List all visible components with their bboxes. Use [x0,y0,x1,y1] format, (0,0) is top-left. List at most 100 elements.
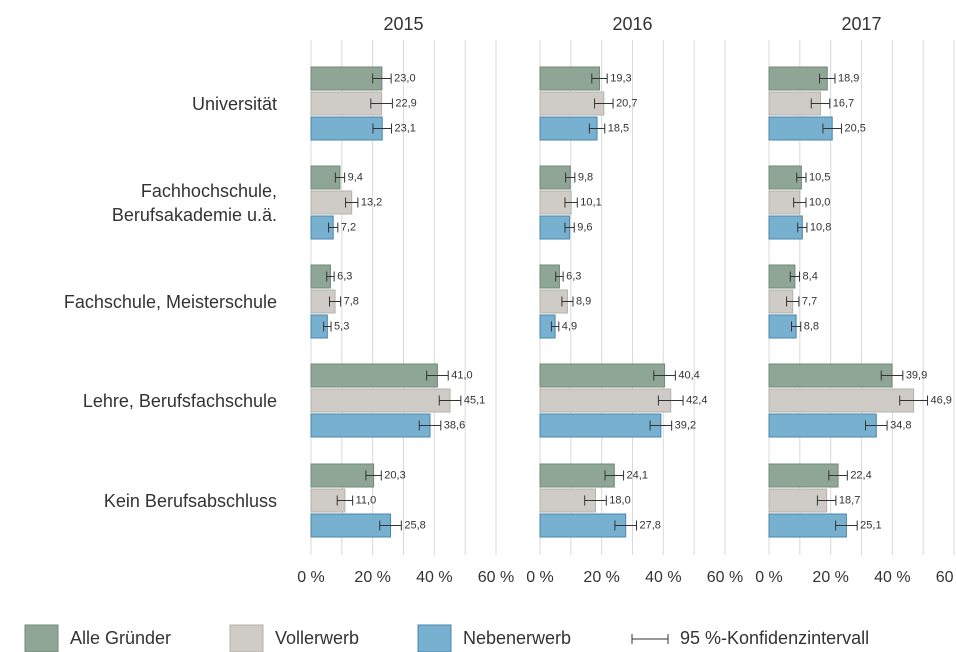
value-label: 24,1 [627,469,648,481]
error-bar [835,520,858,531]
error-bar [561,296,574,307]
bar [310,413,431,438]
bar [768,363,893,388]
value-label: 34,8 [890,419,911,431]
value-label: 8,8 [804,320,819,332]
legend-label: Vollerwerb [275,628,359,648]
bar [310,388,451,413]
value-label: 22,9 [395,97,416,109]
x-tick-label: 20 % [354,569,390,586]
bar [768,388,915,413]
legend-label: Alle Gründer [70,628,171,648]
bar [539,463,615,488]
x-tick-label: 40 % [645,569,681,586]
error-bar [426,370,449,381]
error-bar [791,321,802,332]
error-bar [564,197,578,208]
error-bar [336,495,354,506]
error-bar [810,98,831,109]
legend-label: 95 %-Konfidenzintervall [680,628,869,648]
error-bar [796,172,807,183]
bar [539,388,672,413]
value-label: 39,9 [906,369,927,381]
bar [539,413,662,438]
value-label: 20,3 [384,469,405,481]
error-bar [657,395,684,406]
value-label: 7,7 [802,295,817,307]
x-tick-label: 60 % [707,569,743,586]
error-bar [564,222,575,233]
error-bar [828,470,848,481]
panel-title: 2017 [841,14,881,34]
error-bar [345,197,359,208]
error-bar [565,172,576,183]
value-label: 9,8 [578,171,593,183]
x-tick-label: 0 % [526,569,554,586]
legend-label: Nebenerwerb [463,628,571,648]
bar [539,66,601,91]
value-label: 9,4 [348,171,363,183]
category-label: Lehre, Berufsfachschule [82,390,277,411]
value-label: 11,0 [356,494,377,506]
value-label: 6,3 [566,270,581,282]
value-label: 7,8 [344,295,359,307]
value-label: 10,0 [809,196,830,208]
bar [310,463,375,488]
error-bar [328,222,339,233]
error-bar [555,271,564,282]
category-label: Fachschule, Meisterschule [63,291,277,312]
value-label: 8,9 [576,295,591,307]
value-label: 22,4 [850,469,871,481]
bar [768,463,839,488]
category-label: Universität [191,93,277,114]
bar [539,116,598,141]
error-bar [819,73,836,84]
bar [539,513,627,538]
value-label: 18,5 [608,122,629,134]
panel-title: 2016 [612,14,652,34]
legend-swatch [417,624,452,652]
x-tick-label: 60 % [478,569,514,586]
value-label: 10,1 [580,196,601,208]
value-label: 18,7 [839,494,860,506]
bar [768,513,847,538]
value-label: 13,2 [361,196,382,208]
x-tick-label: 40 % [416,569,452,586]
error-bar [379,520,402,531]
error-bar [372,123,392,134]
error-bar [649,420,673,431]
error-bar [789,271,801,282]
error-bar [594,98,614,109]
legend-error-symbol [631,634,669,644]
value-label: 18,9 [838,72,859,84]
bar [768,413,877,438]
error-bar [653,370,676,381]
value-label: 16,7 [833,97,854,109]
error-bar [591,73,608,84]
error-bar [797,222,808,233]
value-label: 39,2 [675,419,696,431]
x-tick-label: 40 % [874,569,910,586]
value-label: 46,9 [930,394,951,406]
value-label: 8,4 [803,270,818,282]
value-label: 10,5 [809,171,830,183]
error-bar [372,73,392,84]
error-bar [786,296,800,307]
error-bar [614,520,638,531]
value-label: 23,1 [394,122,415,134]
error-bar [584,495,607,506]
error-bar [604,470,625,481]
value-label: 19,3 [610,72,631,84]
bar [310,66,383,91]
x-tick-label: 0 % [755,569,783,586]
value-label: 38,6 [444,419,465,431]
x-tick-label: 0 % [297,569,325,586]
x-tick-label: 20 % [812,569,848,586]
value-label: 27,8 [640,519,661,531]
value-label: 45,1 [464,394,485,406]
value-label: 7,2 [341,221,356,233]
value-label: 5,3 [334,320,349,332]
category-label: Kein Berufsabschluss [103,490,277,511]
